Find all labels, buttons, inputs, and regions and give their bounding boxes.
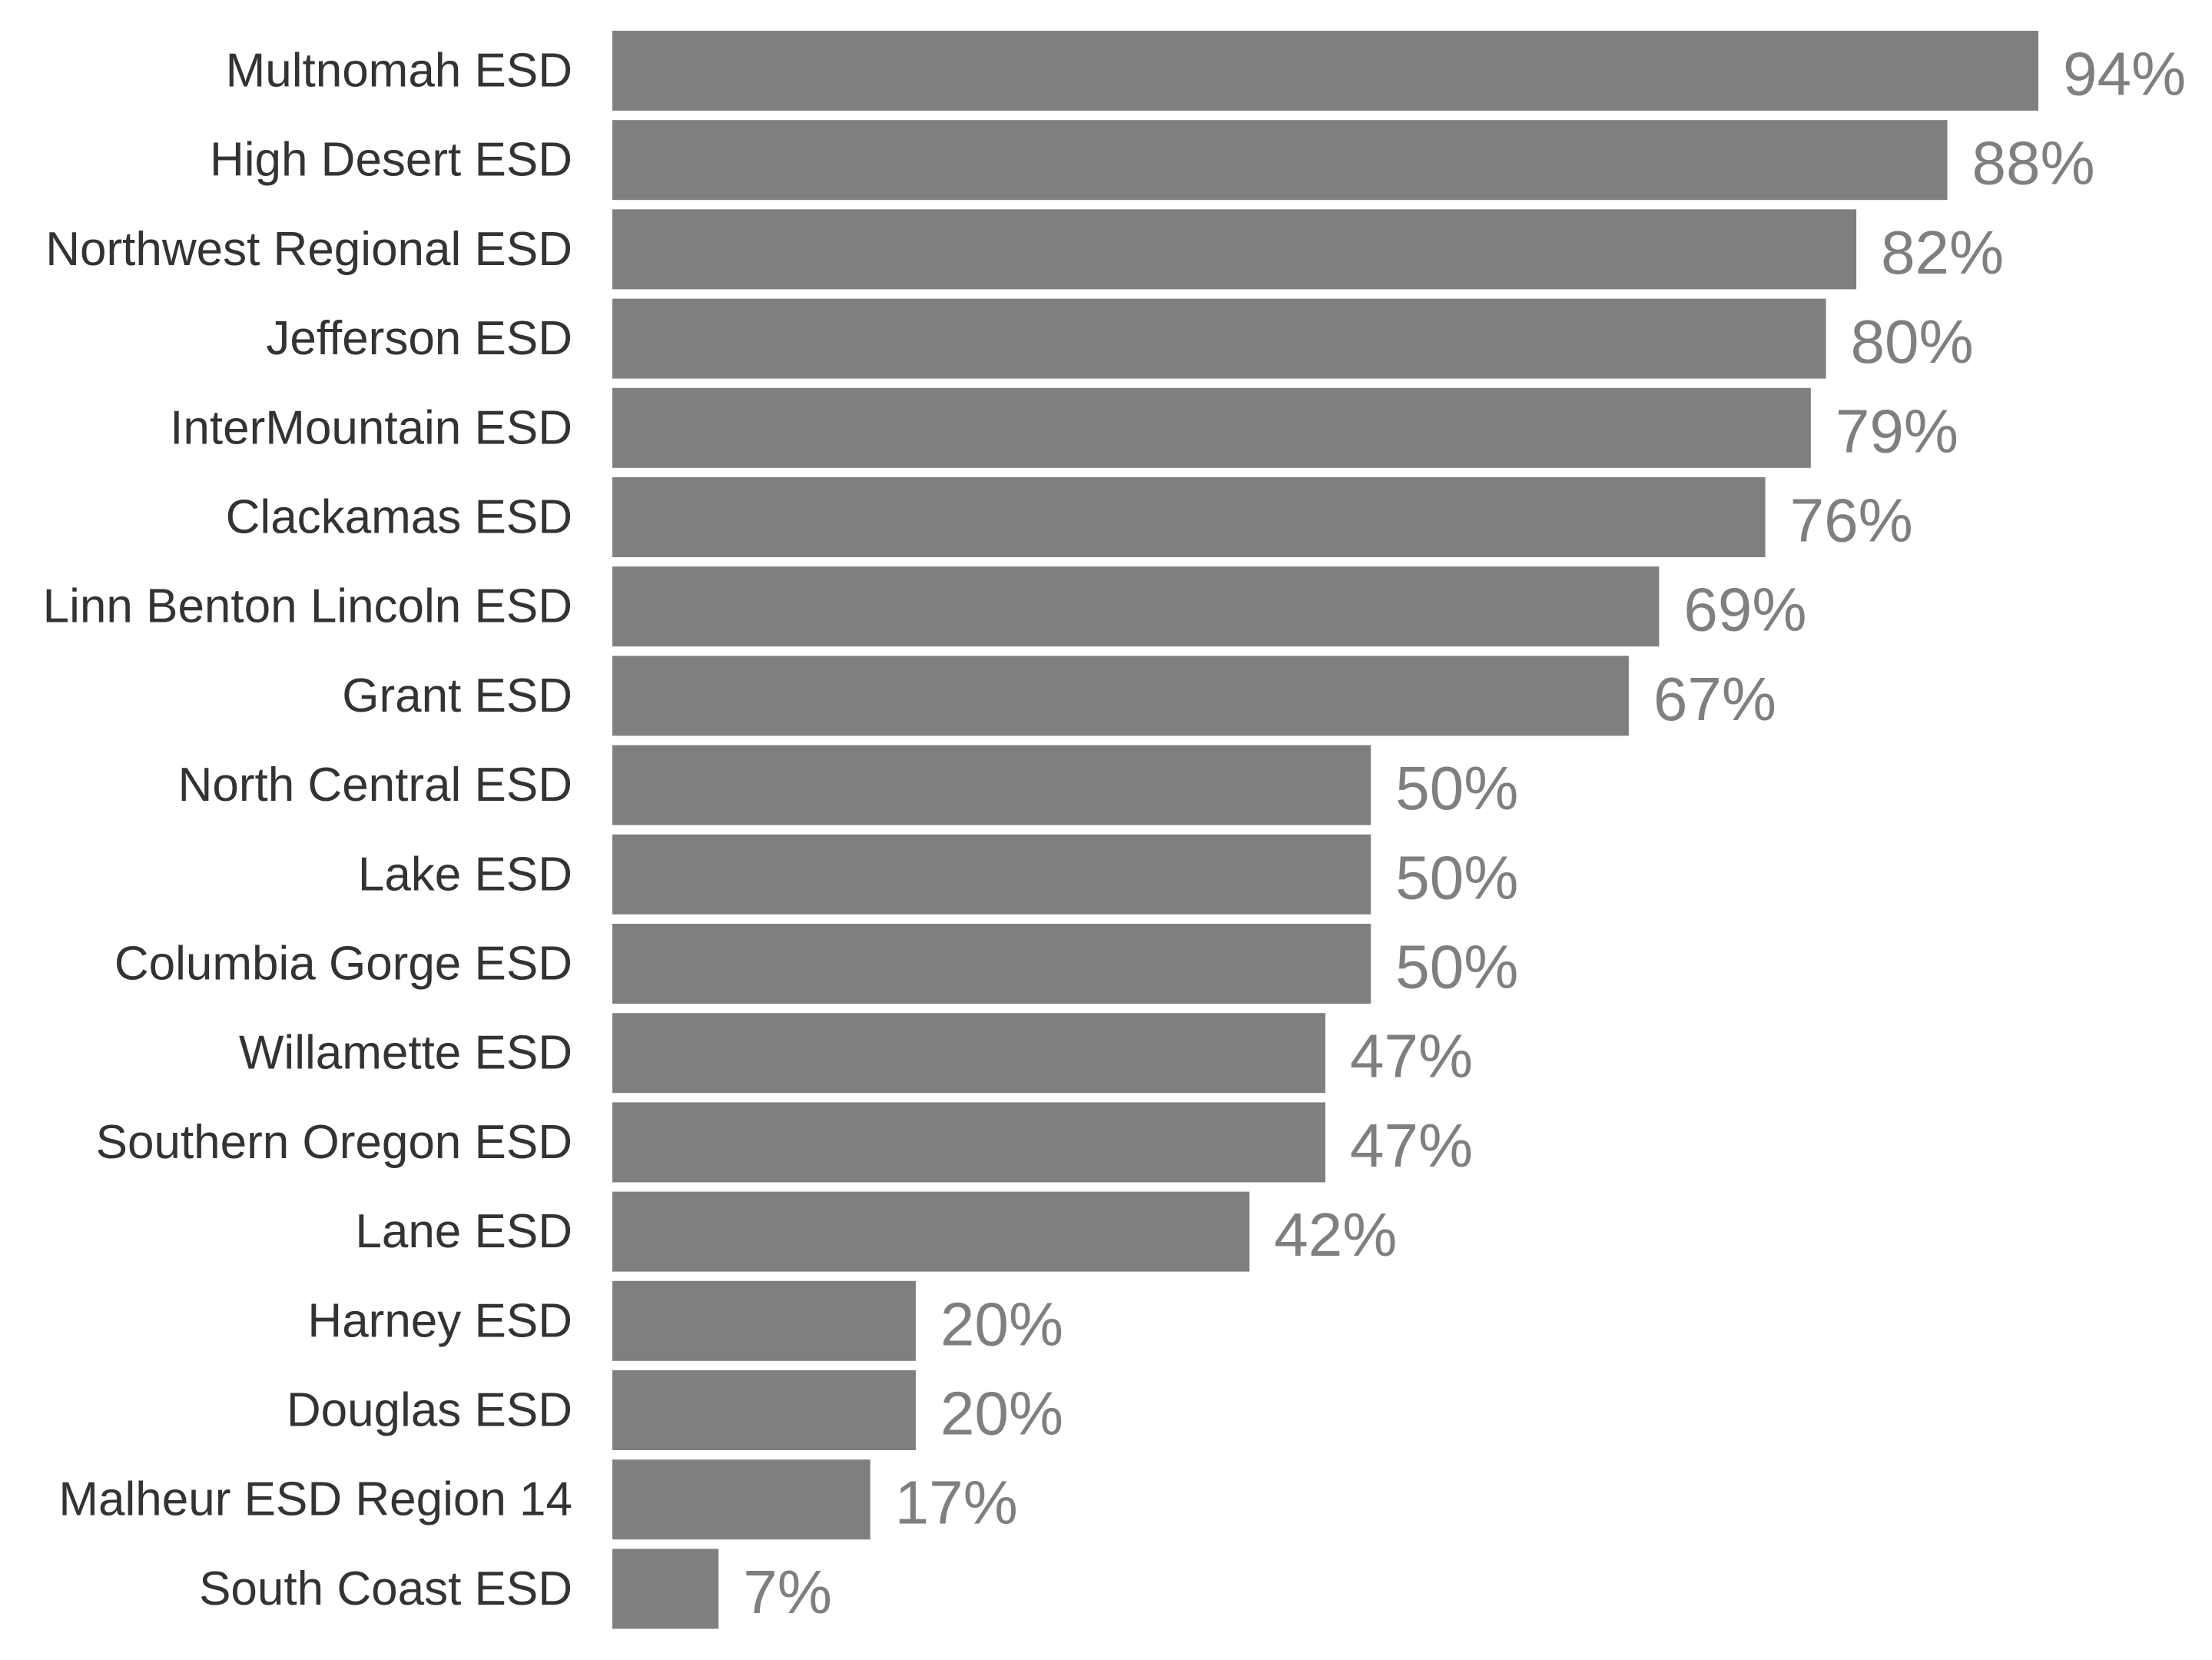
data-label: 20%	[940, 1290, 1063, 1358]
category-label: Malheur ESD Region 14	[58, 1473, 572, 1526]
data-label: 17%	[895, 1469, 1018, 1537]
bar	[612, 1549, 719, 1629]
bar	[612, 1191, 1250, 1272]
data-label: 7%	[743, 1558, 832, 1626]
category-label: South Coast ESD	[199, 1562, 572, 1615]
category-label: Grant ESD	[342, 669, 572, 722]
category-label: Lane ESD	[355, 1205, 572, 1258]
data-label: 42%	[1274, 1200, 1397, 1269]
data-label: 47%	[1350, 1111, 1473, 1180]
bar	[612, 834, 1371, 915]
data-label: 94%	[2063, 40, 2186, 108]
category-label: Columbia Gorge ESD	[114, 938, 572, 991]
value-labels-group: 94% 88% 82% 80% 79% 76% 69% 67% 50% 50% 50% 47% 47% 4…	[743, 40, 2186, 1626]
bar	[612, 1102, 1325, 1183]
bar	[612, 566, 1660, 647]
category-label: Clackamas ESD	[226, 491, 572, 544]
data-label: 67%	[1653, 665, 1776, 733]
bar	[612, 1370, 916, 1450]
bar	[612, 656, 1629, 736]
bars-group	[612, 31, 2038, 1629]
bar	[612, 31, 2038, 111]
bar	[612, 1459, 871, 1540]
data-label: 50%	[1395, 754, 1518, 822]
data-label: 88%	[1972, 129, 2095, 198]
bar	[612, 387, 1811, 468]
bar	[612, 1280, 916, 1361]
data-label: 20%	[940, 1379, 1063, 1448]
category-label: Lake ESD	[358, 848, 572, 901]
category-label: Southern Oregon ESD	[96, 1116, 572, 1169]
category-label: InterMountain ESD	[170, 401, 572, 454]
bar	[612, 924, 1371, 1004]
data-label: 47%	[1350, 1022, 1473, 1091]
category-label: Willamette ESD	[239, 1027, 572, 1080]
data-label: 50%	[1395, 843, 1518, 911]
category-label: Harney ESD	[307, 1294, 572, 1347]
data-label: 69%	[1683, 576, 1806, 644]
category-label: Multnomah ESD	[226, 45, 572, 98]
data-label: 82%	[1881, 218, 2004, 287]
category-label: High Desert ESD	[210, 134, 572, 187]
category-label: Jefferson ESD	[266, 312, 572, 365]
bar	[612, 298, 1826, 379]
bar	[612, 1013, 1325, 1094]
bar	[612, 120, 1948, 201]
data-label: 50%	[1395, 933, 1518, 1001]
bar	[612, 745, 1371, 825]
category-label: Douglas ESD	[287, 1384, 572, 1437]
bar	[612, 209, 1857, 290]
category-label: Northwest Regional ESD	[45, 223, 572, 276]
data-label: 76%	[1790, 486, 1913, 555]
data-label: 80%	[1851, 307, 1974, 376]
data-label: 79%	[1836, 397, 1958, 465]
category-labels-group: Multnomah ESD High Desert ESD Northwest Re…	[43, 45, 572, 1615]
bar	[612, 477, 1766, 557]
category-label: Linn Benton Lincoln ESD	[43, 580, 572, 633]
category-label: North Central ESD	[178, 759, 572, 812]
